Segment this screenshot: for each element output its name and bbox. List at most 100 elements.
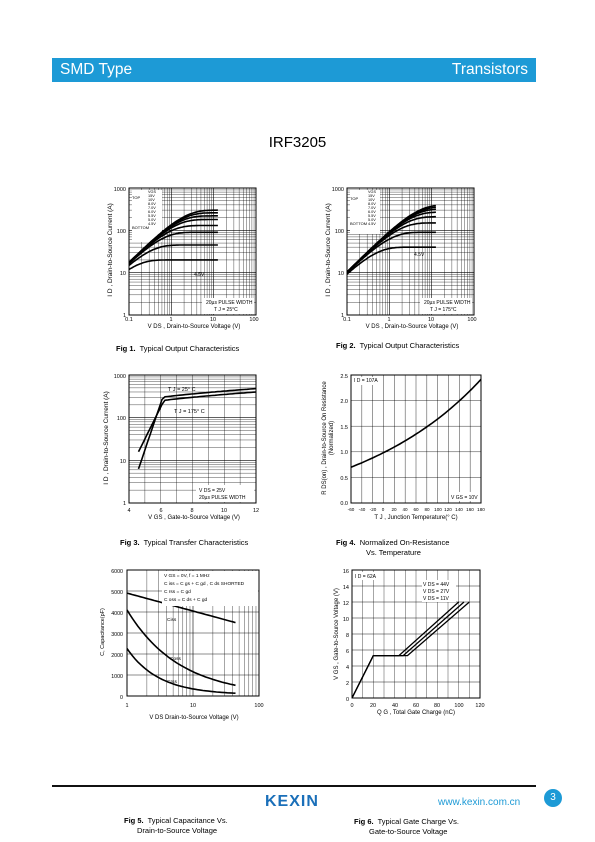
- fig6-xlabel: Q G , Total Gate Charge (nC): [377, 710, 455, 716]
- fig4-xtick: 100: [434, 507, 442, 512]
- fig6-xtick: 40: [392, 703, 398, 709]
- output-curve: [128, 244, 218, 267]
- fig3-xtick: 8: [190, 508, 193, 514]
- fig5-legend: C rss = C gd: [164, 589, 191, 595]
- fig1-legend-bottom: BOTTOM: [132, 225, 149, 230]
- fig2-note1: 20µs PULSE WIDTH: [424, 300, 471, 306]
- fig2-vgs: 6.0V: [368, 210, 376, 214]
- fig4-xtick: 40: [402, 507, 408, 512]
- header-left: SMD Type: [60, 61, 133, 78]
- fig1-xtick: 0.1: [125, 317, 133, 323]
- page-number: 3: [544, 789, 562, 807]
- fig5-legend: C iss = C gs + C gd , C ds SHORTED: [164, 581, 245, 587]
- kexin-logo: KEXIN: [265, 793, 319, 810]
- fig2-xtick: 1: [387, 317, 390, 323]
- output-curve: [128, 231, 218, 265]
- fig6-ytick: 8: [346, 633, 349, 639]
- fig6-xtick: 60: [413, 703, 419, 709]
- fig1-vgs: 5.5V: [148, 214, 156, 218]
- output-curve: [346, 231, 436, 274]
- rdson-curve: [350, 378, 482, 468]
- fig2-xtick: 10: [428, 317, 434, 323]
- fig5-curve-label: Coss: [170, 656, 182, 662]
- fig2-vgs: 4.5V: [368, 222, 376, 226]
- fig6-vds: V DS = 27V: [423, 589, 450, 595]
- fig3-label-25: T J = 25° C: [168, 387, 196, 393]
- fig2-legend-top: TOP: [350, 196, 358, 201]
- coss-curve: [126, 609, 236, 687]
- fig1-legend-top: TOP: [132, 195, 140, 200]
- fig6-ytick: 4: [346, 665, 349, 671]
- fig4-ytick: 2.5: [340, 374, 348, 380]
- fig4-ytick: 2.0: [340, 399, 348, 405]
- fig1-ylabel: I D , Drain-to-Source Current (A): [107, 203, 114, 297]
- fig3-xtick: 10: [221, 508, 227, 514]
- fig1-xlabel: V DS , Drain-to-Source Voltage (V): [148, 324, 241, 330]
- fig6-caption: Fig 6. Typical Gate Charge Vs. Gate-to-So…: [354, 817, 459, 836]
- fig5-ytick: 5000: [111, 590, 123, 596]
- fig1-xtick: 100: [249, 317, 258, 323]
- fig4-xtick: 160: [466, 507, 474, 512]
- fig1-vgs: 15V: [148, 194, 155, 198]
- fig2-vgs: 7.0V: [368, 206, 376, 210]
- output-curve: [128, 224, 218, 264]
- crss-curve: [126, 648, 236, 694]
- fig5-ytick: 2000: [111, 653, 123, 659]
- fig5-xtick: 1: [125, 703, 128, 709]
- fig2-ylabel: I D , Drain-to-Source Current (A): [325, 203, 332, 297]
- fig6-ytick: 6: [346, 649, 349, 655]
- fig2-vgs: 8.0V: [368, 202, 376, 206]
- fig2-xlabel: V DS , Drain-to-Source Voltage (V): [366, 324, 459, 330]
- output-curve: [346, 246, 436, 275]
- fig5-chart: C, Capacitance(pF) V DS Drain-to-Source …: [92, 562, 272, 722]
- fig4-ytick: 1.5: [340, 425, 348, 431]
- fig5-ytick: 4000: [111, 611, 123, 617]
- fig1-note2: T J = 25°C: [214, 307, 238, 313]
- fig2-curve-label: 4.5V: [414, 252, 425, 258]
- fig1-vgs: 5.0V: [148, 218, 156, 222]
- fig2-ytick: 10: [338, 271, 344, 277]
- fig3-label-175: T J = 175° C: [174, 409, 205, 415]
- fig4-ytick: 0.0: [340, 501, 348, 507]
- fig3-ytick: 10: [120, 459, 126, 465]
- fig4-xtick: 60: [413, 507, 419, 512]
- fig4-ylabel: R DS(on) , Drain-to-Source On Resistance: [322, 381, 328, 495]
- fig5-curve-label: Ciss: [167, 617, 177, 623]
- fig3-chart: I D , Drain-to-Source Current (A) V GS ,…: [96, 368, 276, 528]
- fig2-vgs: VGS: [368, 190, 376, 194]
- fig5-ytick: 3000: [111, 632, 123, 638]
- footer-url[interactable]: www.kexin.com.cn: [438, 797, 521, 808]
- fig6-xtick: 80: [434, 703, 440, 709]
- fig4-xtick: -60: [348, 507, 355, 512]
- fig2-ytick: 100: [335, 229, 344, 235]
- fig6-ylabel: V GS , Gate-to-Source Voltage (V): [334, 588, 340, 680]
- fig2-note2: T J = 175°C: [430, 307, 457, 313]
- fig2-xtick: 100: [467, 317, 476, 323]
- fig3-ytick: 1000: [114, 374, 126, 380]
- fig3-note1: V DS = 25V: [199, 488, 226, 494]
- fig3-ytick: 1: [123, 501, 126, 507]
- fig4-ytick: 0.5: [340, 476, 348, 482]
- fig4-xtick: 120: [444, 507, 452, 512]
- fig6-vds: V DS = 44V: [423, 582, 450, 588]
- fig2-vgs: 10V: [368, 198, 375, 202]
- fig1-vgs: 7.0V: [148, 206, 156, 210]
- fig1-xtick: 10: [210, 317, 216, 323]
- fig1-vgs: VGS: [148, 190, 156, 194]
- fig1-ytick: 100: [117, 229, 126, 235]
- transfer-curve-25c: [137, 387, 257, 470]
- fig4-note-id: I D = 107A: [354, 378, 378, 384]
- fig4-xtick: 20: [391, 507, 397, 512]
- fig6-chart: V GS , Gate-to-Source Voltage (V) Q G , …: [318, 562, 498, 722]
- footer-divider: [52, 785, 536, 787]
- fig2-xtick: 0.1: [343, 317, 351, 323]
- fig6-xtick: 100: [454, 703, 463, 709]
- fig1-xtick: 1: [169, 317, 172, 323]
- fig6-note-id: I D = 62A: [355, 574, 377, 580]
- fig1-vgs: 4.5V: [148, 222, 156, 226]
- fig6-xtick: 20: [370, 703, 376, 709]
- fig2-legend-bottom: BOTTOM: [350, 221, 367, 226]
- fig4-xtick: 180: [477, 507, 485, 512]
- fig4-caption: Fig 4. Normalized On-Resistance Vs. Tempe…: [336, 538, 450, 557]
- fig3-ytick: 100: [117, 416, 126, 422]
